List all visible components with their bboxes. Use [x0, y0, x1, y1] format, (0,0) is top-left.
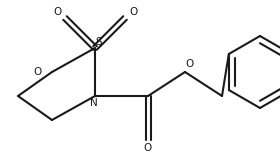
Text: S: S [96, 37, 102, 47]
Text: O: O [144, 143, 152, 153]
Text: O: O [129, 7, 137, 17]
Text: O: O [34, 67, 42, 77]
Text: N: N [90, 98, 98, 108]
Text: O: O [53, 7, 61, 17]
Text: O: O [186, 59, 194, 69]
